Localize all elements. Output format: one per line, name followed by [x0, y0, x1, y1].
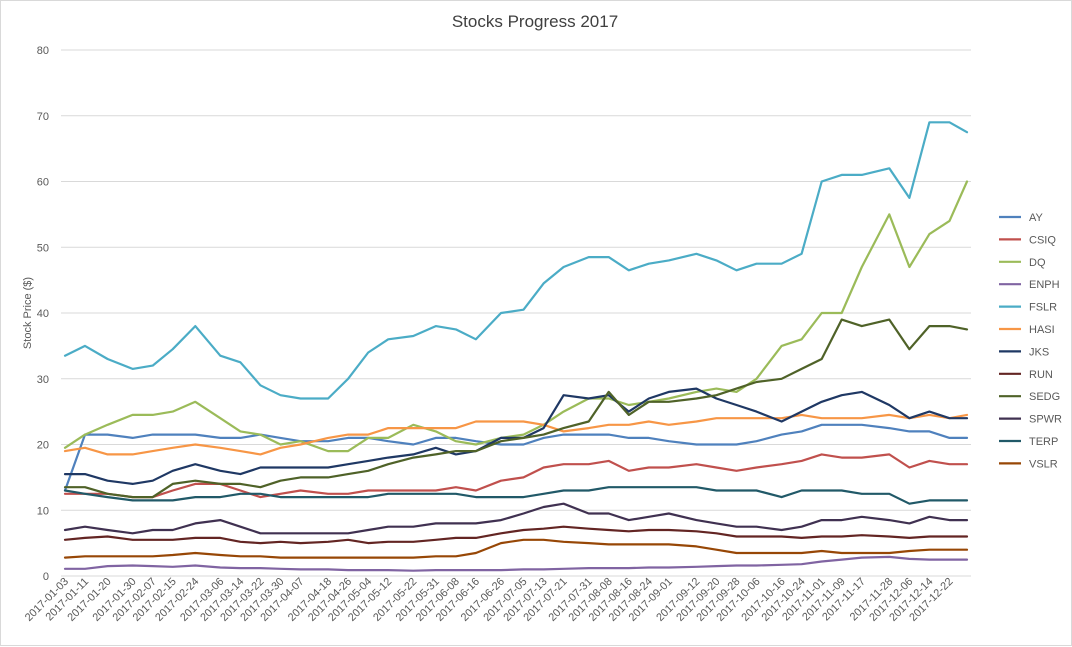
y-tick-label: 20 — [37, 440, 49, 452]
y-tick-label: 80 — [37, 45, 49, 57]
y-tick-label: 50 — [37, 242, 49, 254]
gridlines — [61, 49, 971, 577]
legend: AY CSIQ DQ ENPH FSLR HASI JKS RUN SEDG SPWR TERP VS… — [999, 212, 1062, 470]
legend-label-jks: JKS — [1029, 346, 1049, 358]
y-tick-label: 30 — [37, 374, 49, 386]
legend-label-fslr: FSLR — [1029, 302, 1057, 314]
legend-label-enph: ENPH — [1029, 279, 1060, 291]
series-line-fslr — [63, 121, 969, 400]
series-line-dq — [63, 180, 969, 453]
series-line-run — [63, 525, 969, 545]
legend-label-sedg: SEDG — [1029, 391, 1060, 403]
y-axis-ticks: 0 10 20 30 40 50 60 70 80 — [37, 45, 49, 583]
y-tick-label: 60 — [37, 177, 49, 189]
legend-label-terp: TERP — [1029, 436, 1058, 448]
chart-title: Stocks Progress 2017 — [452, 12, 618, 31]
x-axis-ticks: 2017-01-032017-01-112017-01-202017-01-30… — [23, 576, 956, 624]
legend-label-hasi: HASI — [1029, 324, 1055, 336]
series-line-enph — [63, 555, 969, 572]
series-line-hasi — [63, 413, 969, 456]
legend-label-dq: DQ — [1029, 257, 1046, 269]
legend-label-run: RUN — [1029, 369, 1053, 381]
series-line-spwr — [63, 502, 969, 535]
y-tick-label: 10 — [37, 505, 49, 517]
legend-label-csiq: CSIQ — [1029, 234, 1056, 246]
y-axis-title: Stock Price ($) — [22, 277, 34, 349]
legend-label-vslr: VSLR — [1029, 458, 1058, 470]
series-line-vslr — [63, 538, 969, 559]
y-tick-label: 70 — [37, 111, 49, 123]
y-tick-label: 40 — [37, 308, 49, 320]
legend-label-ay: AY — [1029, 212, 1044, 224]
series-line-ay — [63, 423, 969, 492]
legend-label-spwr: SPWR — [1029, 414, 1062, 426]
series-line-sedg — [63, 318, 969, 499]
series-line-terp — [63, 486, 969, 505]
y-tick-label: 0 — [43, 571, 49, 583]
series-lines — [63, 121, 969, 572]
